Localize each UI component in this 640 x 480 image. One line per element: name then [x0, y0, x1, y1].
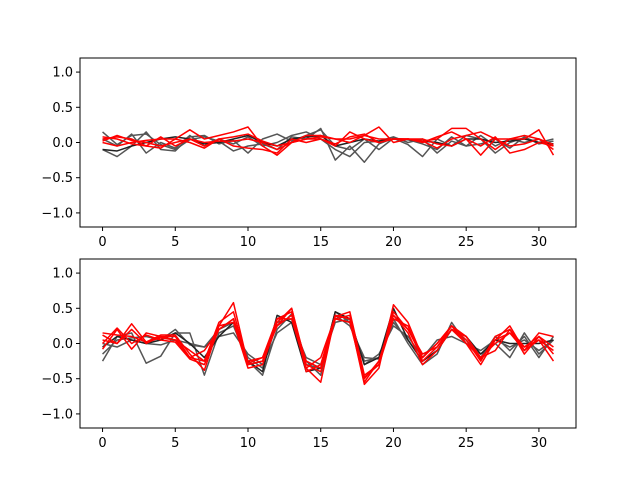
x-tick-label: 5 [171, 436, 179, 451]
x-tick-label: 25 [458, 436, 475, 451]
x-tick-label: 10 [240, 235, 257, 250]
x-tick-label: 20 [385, 235, 402, 250]
y-tick-label: 0.0 [52, 136, 73, 151]
x-tick-label: 0 [98, 235, 106, 250]
x-tick-label: 25 [458, 235, 475, 250]
x-tick-label: 0 [98, 436, 106, 451]
y-tick-label: 0.5 [52, 302, 73, 317]
y-tick-label: −1.0 [41, 206, 73, 221]
x-tick-label: 15 [312, 235, 329, 250]
subplot-top: 0 5 10 15 20 25 30 −1.0 −0.5 0.0 0.5 1.0 [41, 57, 577, 250]
y-tick-label: 1.0 [52, 66, 73, 81]
series-line-top-2-1 [102, 131, 554, 151]
series-lines-top [102, 126, 555, 163]
series-line-top-0-0 [102, 127, 554, 163]
series-lines-bottom [101, 301, 555, 386]
y-tick-label: −1.0 [41, 407, 73, 422]
series-line-bottom-2-0 [102, 301, 555, 386]
series-line-bottom-2-4 [102, 311, 554, 383]
x-tick-label: 5 [171, 235, 179, 250]
y-tick-label: 0.5 [52, 101, 73, 116]
x-tick-label: 10 [240, 436, 257, 451]
y-tick-label: −0.5 [41, 372, 73, 387]
y-tick-label: 1.0 [52, 267, 73, 282]
y-tick-label: 0.0 [52, 337, 73, 352]
x-tick-label: 15 [312, 436, 329, 451]
y-tick-label: −0.5 [41, 171, 73, 186]
series-line-top-2-3 [102, 129, 555, 156]
x-tick-label: 30 [531, 235, 548, 250]
x-tick-label: 20 [385, 436, 402, 451]
x-tick-label: 30 [531, 436, 548, 451]
subplot-bottom: 0 5 10 15 20 25 30 −1.0 −0.5 0.0 0.5 1.0 [41, 258, 577, 451]
series-line-top-2-2 [102, 133, 554, 154]
